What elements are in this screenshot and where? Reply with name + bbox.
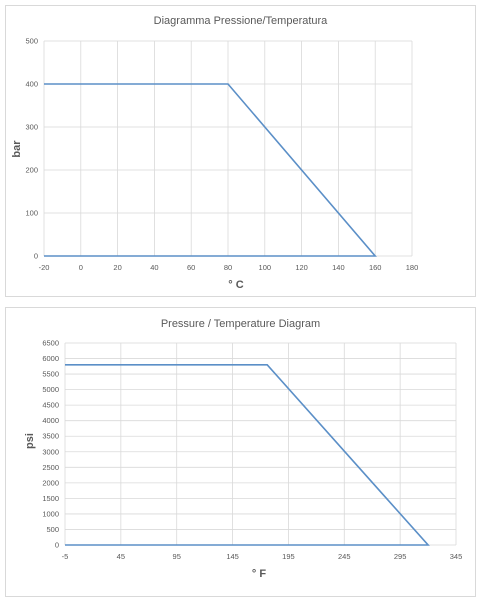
y-tick-label: 2000: [42, 478, 59, 487]
x-tick-label: -20: [39, 263, 50, 272]
y-tick-label: 4000: [42, 416, 59, 425]
series-line: [44, 83, 377, 257]
y-tick-label: 1500: [42, 494, 59, 503]
y-axis-label: psi: [24, 433, 36, 449]
x-tick-label: 120: [295, 263, 308, 272]
y-tick-label: 3000: [42, 447, 59, 456]
x-tick-label: 195: [282, 552, 295, 561]
x-tick-label: 160: [369, 263, 382, 272]
chart-panel-celsius: Diagramma Pressione/Temperatura 0 100 200 3…: [5, 5, 476, 297]
y-tick-label: 500: [25, 37, 38, 46]
x-tick-label: 140: [332, 263, 345, 272]
y-tick-label: 200: [25, 166, 38, 175]
y-tick-label: 4500: [42, 401, 59, 410]
x-tick-label: 60: [187, 263, 195, 272]
x-tick-label: 145: [226, 552, 239, 561]
y-axis-label: bar: [11, 140, 23, 158]
chart-canvas: 0 500 1000 1500 2000 2500 3000 3500 4000 4500 5000…: [24, 339, 463, 581]
x-tick-label: 20: [113, 263, 121, 272]
y-tick-label: 1000: [42, 509, 59, 518]
y-tick-label: 0: [34, 252, 38, 261]
x-tick-label: 180: [406, 263, 419, 272]
y-tick-label: 3500: [42, 432, 59, 441]
x-tick-label: 0: [79, 263, 83, 272]
x-tick-label: 100: [259, 263, 272, 272]
y-tick-label: 5500: [42, 370, 59, 379]
chart-title: Pressure / Temperature Diagram: [160, 318, 321, 330]
y-tick-label: 500: [46, 525, 59, 534]
y-tick-label: 400: [25, 80, 38, 89]
x-tick-label: 345: [450, 552, 463, 561]
series-line: [65, 363, 430, 546]
y-tick-label: 5000: [42, 385, 59, 394]
y-tick-label: 0: [55, 541, 59, 550]
x-tick-label: 40: [150, 263, 158, 272]
x-tick-label: 95: [173, 552, 181, 561]
x-tick-label: 45: [117, 552, 125, 561]
y-tick-label: 100: [25, 209, 38, 218]
x-tick-label: -5: [62, 552, 69, 561]
x-axis-label: ° C: [228, 279, 243, 291]
x-tick-label: 245: [338, 552, 351, 561]
y-tick-label: 300: [25, 123, 38, 132]
x-tick-label: 80: [224, 263, 232, 272]
y-tick-label: 6000: [42, 354, 59, 363]
y-tick-label: 6500: [42, 339, 59, 348]
chart-panel-fahrenheit: Pressure / Temperature Diagram 0 500 1000 1…: [5, 307, 476, 597]
chart-title: Diagramma Pressione/Temperatura: [153, 15, 328, 27]
y-tick-label: 2500: [42, 463, 59, 472]
x-axis-label: ° F: [252, 568, 266, 580]
x-tick-label: 295: [394, 552, 407, 561]
